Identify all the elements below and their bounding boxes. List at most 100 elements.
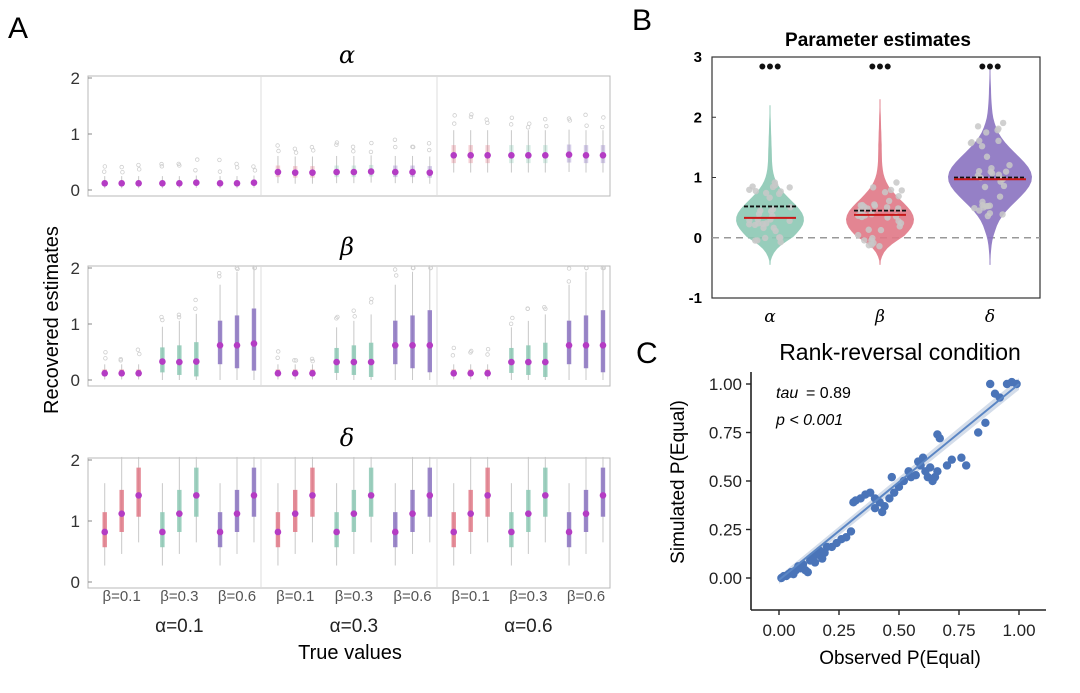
median-dot xyxy=(484,369,491,377)
median-dot xyxy=(391,168,399,176)
data-point xyxy=(766,194,773,201)
axes-frame xyxy=(87,265,611,387)
outlier xyxy=(566,116,572,121)
data-point xyxy=(893,179,900,186)
outlier xyxy=(583,112,588,118)
data-point xyxy=(786,217,793,225)
x-tick-label: δ xyxy=(985,307,995,327)
y-tick-label: 0 xyxy=(71,181,80,200)
outlier xyxy=(352,314,357,319)
outlier xyxy=(335,314,340,320)
data-point xyxy=(854,231,862,239)
outlier xyxy=(393,144,398,150)
panel-label-b: B xyxy=(632,4,652,37)
outlier xyxy=(392,137,398,142)
median-dot xyxy=(525,510,532,517)
outlier xyxy=(103,356,108,361)
outlier xyxy=(584,265,589,271)
outlier xyxy=(276,148,281,154)
outlier xyxy=(217,157,222,163)
data-point xyxy=(885,197,893,205)
data-point xyxy=(935,434,944,443)
data-point xyxy=(762,189,770,197)
data-point xyxy=(869,184,877,191)
data-point xyxy=(976,137,983,144)
median-dot xyxy=(193,179,200,187)
x-tick-label-beta: β=0.1 xyxy=(452,588,490,605)
outlier xyxy=(351,308,356,313)
panel-a-xtick-labels: β=0.1 β=0.3 β=0.6 α=0.1 β=0.1 β=0.3 β=0.6 α=0.3… xyxy=(103,588,606,637)
data-point xyxy=(995,171,1003,178)
significance-marker: ••• xyxy=(868,54,891,79)
median-dot xyxy=(391,528,399,536)
median-dot xyxy=(250,340,258,347)
median-dot xyxy=(101,179,109,187)
outlier xyxy=(309,144,315,150)
y-tick-label: 0.00 xyxy=(709,569,742,588)
outlier xyxy=(394,273,399,278)
median-dot xyxy=(135,492,142,499)
x-tick-label: 0.75 xyxy=(942,621,975,640)
panel-label-a: A xyxy=(8,12,28,45)
outlier xyxy=(544,123,549,129)
median-dot xyxy=(233,179,241,187)
annotation-p: p < 0.001 xyxy=(775,412,843,429)
median-dot xyxy=(409,341,416,349)
box xyxy=(251,308,257,371)
median-dot xyxy=(525,151,532,159)
subplot-title-beta: β xyxy=(339,233,354,261)
outlier xyxy=(566,279,572,284)
median-dot xyxy=(176,510,183,517)
significance-marker: ••• xyxy=(758,54,781,79)
outlier xyxy=(468,114,474,120)
median-dot xyxy=(542,492,549,499)
outlier xyxy=(369,140,374,146)
annotation-tau-value: = 0.89 xyxy=(806,385,851,402)
violin xyxy=(846,99,914,265)
median-dot xyxy=(291,369,299,377)
y-tick-label: 0 xyxy=(71,371,80,390)
data-point xyxy=(752,187,760,195)
outlier xyxy=(120,170,125,175)
median-dot xyxy=(193,492,200,499)
y-tick-label: 1 xyxy=(71,315,80,334)
median-dot xyxy=(135,369,142,377)
outlier xyxy=(508,122,514,127)
data-point xyxy=(895,193,902,200)
y-tick-label: 1.00 xyxy=(709,375,742,394)
median-dot xyxy=(333,168,340,176)
panel-a: α β δ Recovered estimates True values 0 1… xyxy=(41,41,611,664)
data-point xyxy=(885,494,894,503)
median-dot xyxy=(135,179,142,187)
median-dot xyxy=(291,169,299,176)
data-point xyxy=(981,418,990,427)
y-tick-label: 0.75 xyxy=(709,424,742,443)
median-dot xyxy=(582,341,590,349)
data-point xyxy=(759,220,766,228)
median-dot xyxy=(426,341,434,349)
data-point xyxy=(974,123,982,130)
data-point xyxy=(887,472,896,482)
median-dot xyxy=(508,528,515,536)
data-point xyxy=(942,461,952,470)
data-point xyxy=(1002,168,1010,175)
data-point xyxy=(984,202,992,210)
data-point xyxy=(870,503,880,513)
subplot-alpha: 0 1 2 xyxy=(71,69,611,200)
outlier xyxy=(195,157,200,162)
box xyxy=(427,310,432,373)
box xyxy=(234,315,240,369)
outlier xyxy=(235,266,240,272)
data-point xyxy=(957,453,966,462)
data-point xyxy=(803,567,812,577)
median-dot xyxy=(367,358,375,366)
outlier xyxy=(275,143,280,148)
data-point xyxy=(746,186,753,193)
median-dot xyxy=(333,358,340,366)
outlier xyxy=(369,296,374,302)
median-dot xyxy=(309,369,316,377)
median-dot xyxy=(176,358,183,366)
panel-c-title: Rank-reversal condition xyxy=(779,339,1021,365)
data-point xyxy=(986,210,994,217)
data-point xyxy=(981,183,989,191)
